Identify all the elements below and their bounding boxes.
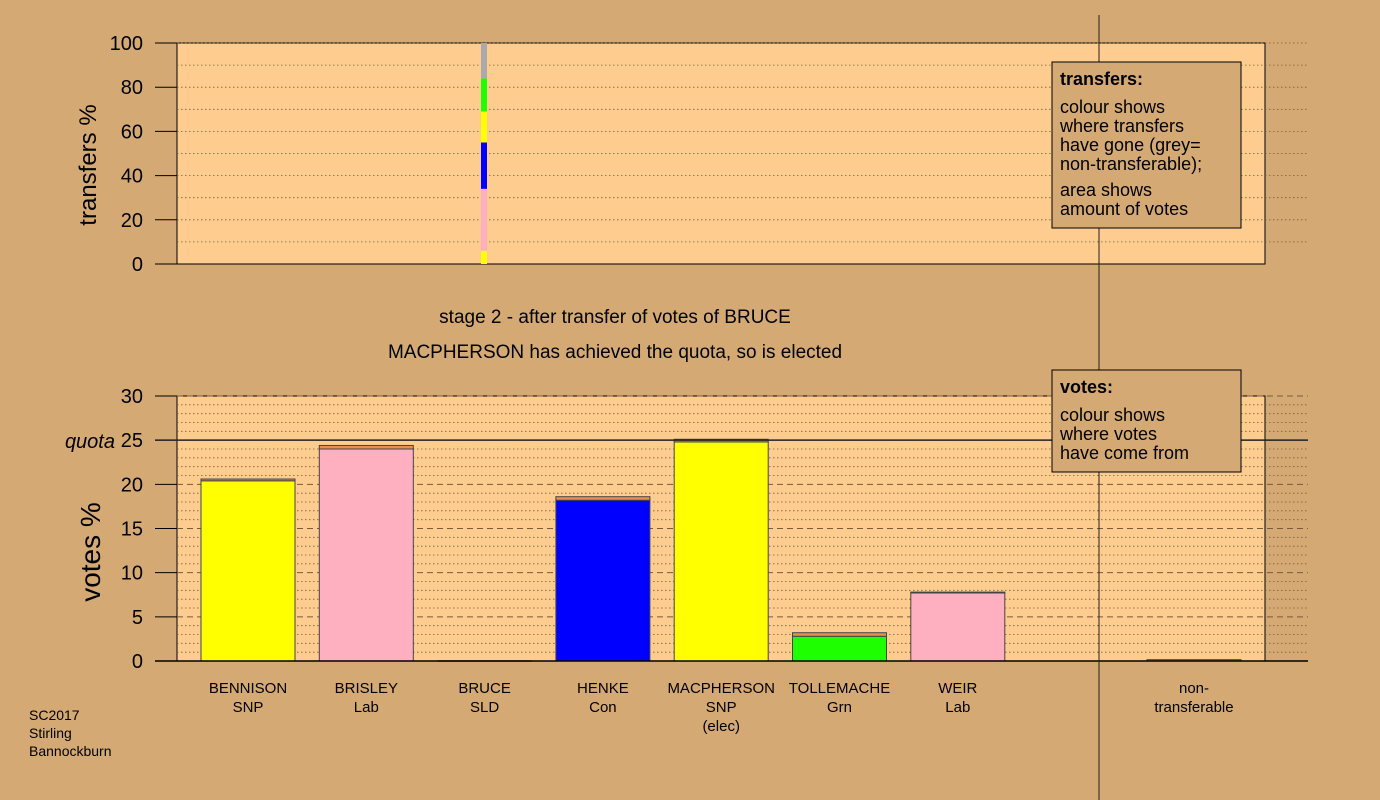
votes-legend-line: colour shows xyxy=(1060,405,1165,425)
candidate-party-label: Lab xyxy=(354,699,379,716)
votes-legend-box xyxy=(1051,369,1242,473)
transfers-legend-line: area shows xyxy=(1060,180,1152,200)
transfer-segment xyxy=(481,250,487,264)
votes-legend-title: votes: xyxy=(1060,377,1113,397)
footer: SC2017 Stirling Bannockburn xyxy=(29,707,112,759)
votes-y-axis-label: votes % xyxy=(75,502,106,602)
transfers-legend-line: colour shows xyxy=(1060,97,1165,117)
candidate-bar xyxy=(318,448,414,662)
candidate-party-label: Lab xyxy=(945,699,970,716)
candidate-party-label: SNP xyxy=(233,699,264,716)
transfers-grid xyxy=(177,42,1308,243)
votes-legend-line: where votes xyxy=(1059,424,1157,444)
candidate-bar xyxy=(555,499,651,662)
transfers-y-axis-label: transfers % xyxy=(75,104,102,225)
candidate-transfer-bar xyxy=(318,444,414,450)
candidate-name-label: BENNISON xyxy=(209,680,287,697)
transfers-legend-box xyxy=(1051,61,1242,229)
votes-y-tick-label: 0 xyxy=(132,651,143,673)
votes-legend-line: have come from xyxy=(1060,443,1189,463)
transfers-y-tick-label: 60 xyxy=(121,121,143,143)
transfers-y-axis: 0 20 40 60 80 100 xyxy=(110,33,177,276)
footer-line: SC2017 xyxy=(29,707,80,723)
candidate-name-label: MACPHERSON xyxy=(667,680,775,697)
transfer-segment xyxy=(481,142,487,189)
candidate-name-label: TOLLEMACHE xyxy=(789,680,890,697)
candidate-bar xyxy=(673,441,769,662)
candidate-elected-label: (elec) xyxy=(702,718,740,735)
votes-y-tick-label: 5 xyxy=(132,607,143,629)
candidate-bar xyxy=(792,635,887,662)
votes-y-tick-label: 15 xyxy=(121,519,143,541)
transfers-y-tick-label: 100 xyxy=(110,33,143,55)
candidate-transfer-bar xyxy=(792,632,887,637)
transfers-legend-line: where transfers xyxy=(1059,116,1184,136)
transfers-bar xyxy=(481,43,487,264)
transfer-segment xyxy=(481,43,487,79)
votes-y-tick-label: 25 xyxy=(121,430,143,452)
transfers-legend-line: non-transferable); xyxy=(1060,154,1202,174)
candidate-transfer-bar xyxy=(200,478,296,482)
votes-x-axis: BENNISON SNP BRISLEY Lab BRUCE SLD HENKE Con MAC… xyxy=(209,680,1234,735)
candidate-bar xyxy=(910,592,1006,662)
votes-legend: votes: colour shows where votes have com… xyxy=(1051,369,1242,473)
candidate-party-label: Grn xyxy=(827,699,852,716)
non-transferable-label: non- xyxy=(1179,680,1209,697)
transfer-segment xyxy=(481,111,487,143)
quota-label: quota xyxy=(65,431,115,453)
candidate-party-label: SNP xyxy=(706,699,737,716)
candidate-name-label: BRISLEY xyxy=(335,680,398,697)
transfers-y-tick-label: 80 xyxy=(121,77,143,99)
votes-bars xyxy=(200,438,1242,662)
votes-y-tick-label: 20 xyxy=(121,474,143,496)
stage-subtitle: MACPHERSON has achieved the quota, so is… xyxy=(388,342,842,363)
transfer-segment xyxy=(481,188,487,251)
candidate-party-label: Con xyxy=(589,699,617,716)
non-transferable-label: transferable xyxy=(1154,699,1233,716)
candidate-transfer-bar xyxy=(910,591,1006,594)
stage-title: stage 2 - after transfer of votes of BRU… xyxy=(439,307,791,328)
transfers-y-tick-label: 40 xyxy=(121,166,143,188)
votes-y-tick-label: 10 xyxy=(121,563,143,585)
candidate-bar xyxy=(200,480,296,662)
transfers-y-tick-label: 20 xyxy=(121,210,143,232)
candidate-transfer-bar xyxy=(555,496,651,501)
transfers-legend-line: amount of votes xyxy=(1060,199,1188,219)
transfers-legend: transfers: colour shows where transfers … xyxy=(1051,61,1242,229)
transfers-y-tick-label: 0 xyxy=(132,254,143,276)
footer-line: Bannockburn xyxy=(29,743,112,759)
candidate-name-label: WEIR xyxy=(938,680,977,697)
footer-line: Stirling xyxy=(29,725,72,741)
transfers-legend-line: have gone (grey= xyxy=(1060,135,1201,155)
transfer-segment xyxy=(481,78,487,112)
candidate-name-label: HENKE xyxy=(577,680,629,697)
candidate-party-label: SLD xyxy=(470,699,499,716)
transfers-legend-title: transfers: xyxy=(1060,69,1143,89)
candidate-name-label: BRUCE xyxy=(458,680,511,697)
votes-y-axis: 0 5 10 15 20 25 30 xyxy=(121,386,177,673)
votes-y-tick-label: 30 xyxy=(121,386,143,408)
